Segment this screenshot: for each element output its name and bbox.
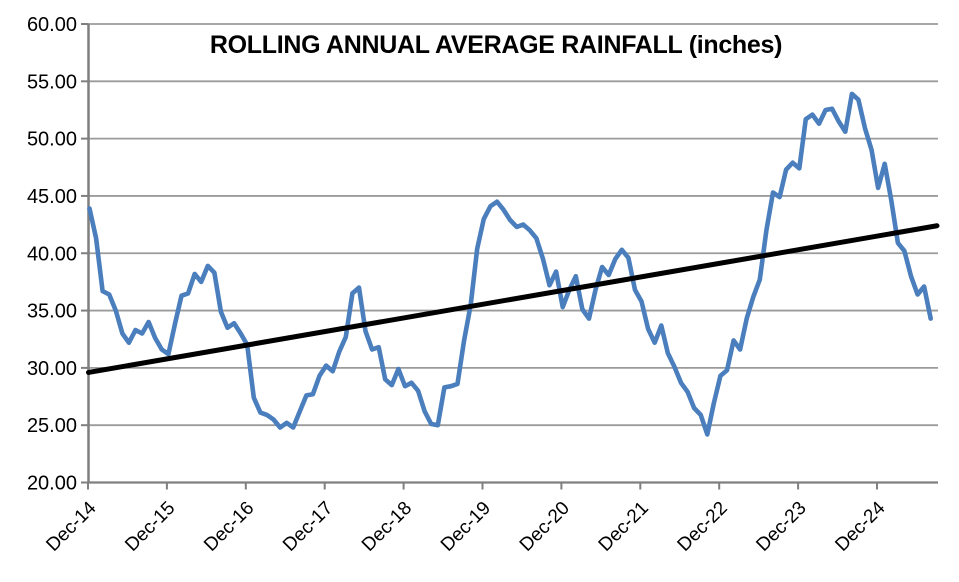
x-axis-label: Dec-15: [121, 498, 179, 556]
y-axis-label: 25.00: [27, 415, 77, 437]
y-axis-label: 50.00: [27, 129, 77, 151]
x-axis-label: Dec-23: [752, 498, 810, 556]
y-axis-label: 55.00: [27, 71, 77, 93]
trend-line: [86, 223, 940, 375]
x-axis-label: Dec-21: [595, 498, 653, 556]
x-axis-label: Dec-22: [674, 498, 732, 556]
y-axis-label: 35.00: [27, 301, 77, 323]
y-axis-label: 30.00: [27, 358, 77, 380]
y-axis-label: 40.00: [27, 243, 77, 265]
rainfall-series-line: [87, 91, 934, 437]
x-axis-label: Dec-14: [42, 497, 100, 555]
y-axis-label: 60.00: [27, 14, 77, 36]
x-axis-label: Dec-24: [831, 497, 889, 555]
x-axis-label: Dec-19: [437, 498, 495, 556]
x-axis-label: Dec-18: [358, 498, 416, 556]
chart-title: ROLLING ANNUAL AVERAGE RAINFALL (inches): [209, 31, 783, 59]
y-axis-label: 45.00: [27, 186, 77, 208]
y-axis-label: 20.00: [27, 473, 77, 495]
x-axis-label: Dec-20: [516, 498, 574, 556]
x-axis-label: Dec-16: [200, 498, 258, 556]
x-axis-label: Dec-17: [279, 498, 337, 556]
